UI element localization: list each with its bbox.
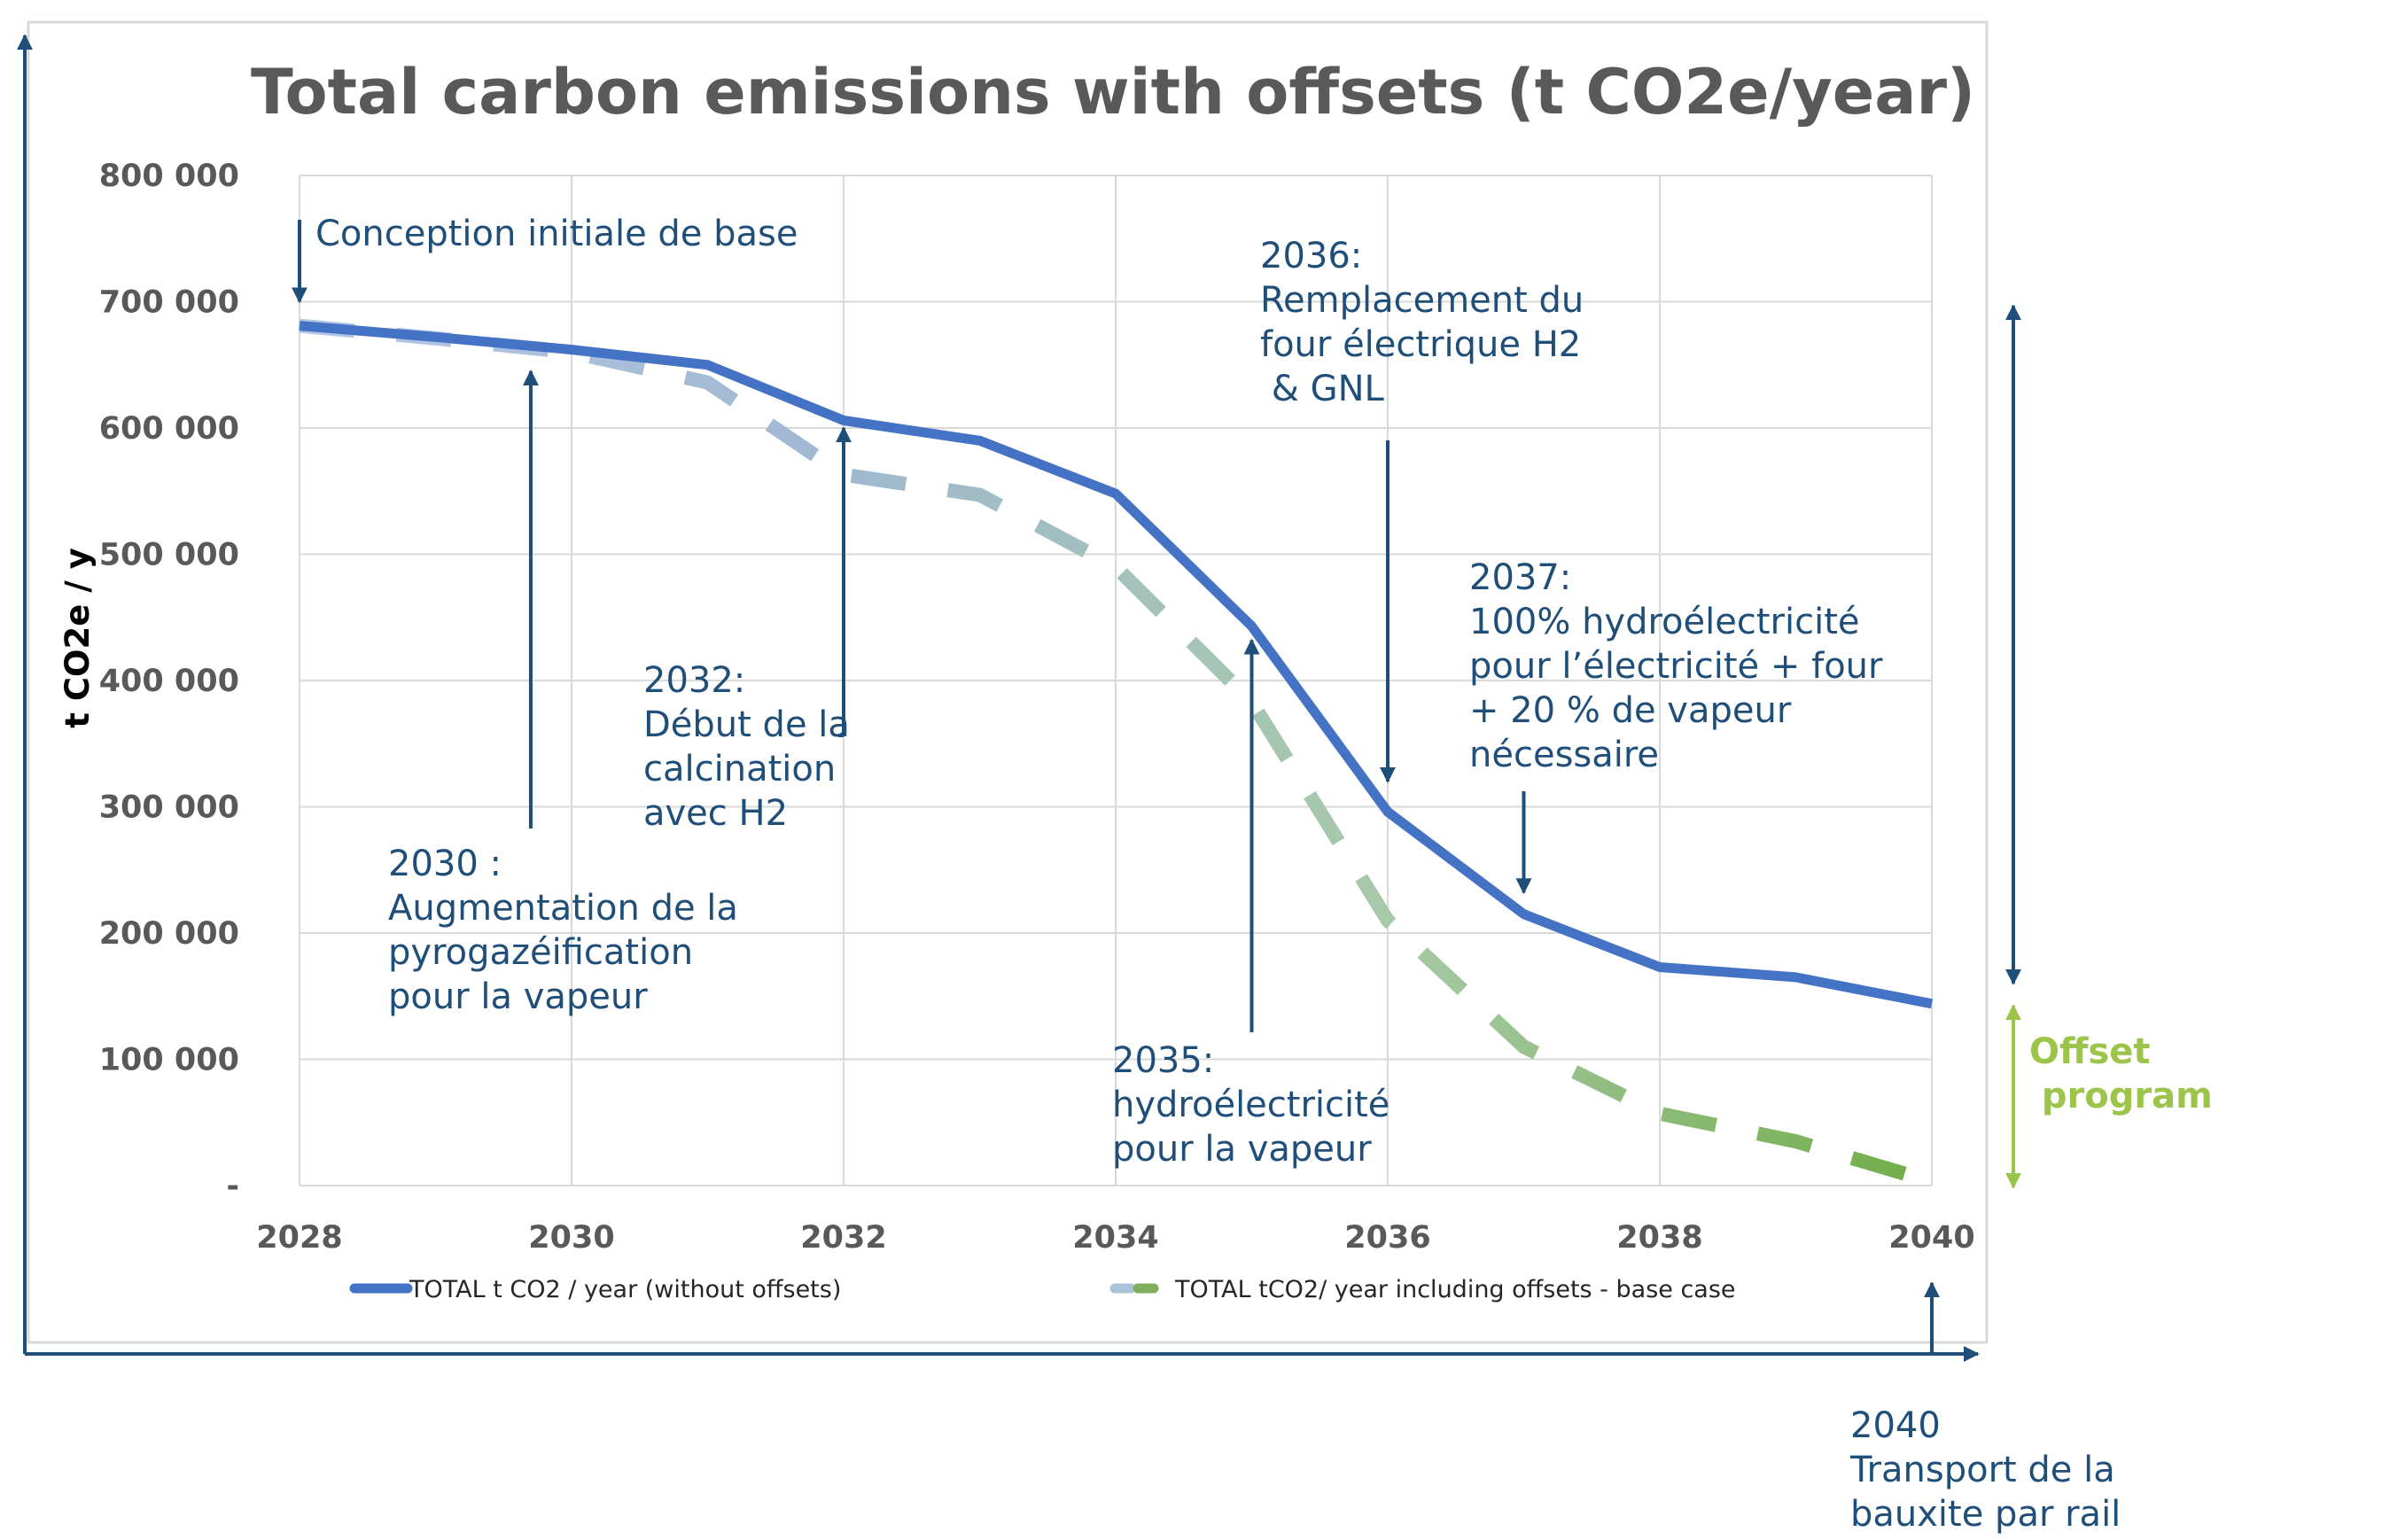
grid bbox=[299, 175, 1933, 1186]
y-tick-label: 200 000 bbox=[99, 916, 239, 952]
y-tick-label: - bbox=[226, 1169, 239, 1204]
annotation-line: 2037: bbox=[1469, 557, 1571, 598]
annotation-line: Début de la bbox=[643, 704, 850, 745]
annotation-line: pour la vapeur bbox=[1112, 1129, 1372, 1170]
series-total-line bbox=[299, 321, 1934, 1009]
annotation-text-2040: 2040 Transport de la bauxite par rail bbox=[1849, 1405, 2121, 1535]
annotation-line: pour la vapeur bbox=[388, 976, 648, 1017]
y-tick-label: 400 000 bbox=[99, 664, 239, 699]
x-tick-label: 2034 bbox=[1072, 1220, 1158, 1256]
annotation-line: pyrogazéification bbox=[388, 932, 693, 973]
annotation-text-base: Conception initiale de base bbox=[315, 214, 798, 254]
annotation-line: Conception initiale de base bbox=[315, 214, 798, 254]
annotation-line: hydroélectricité bbox=[1112, 1085, 1390, 1125]
offset-program: Offset program bbox=[2005, 304, 2213, 1189]
annotations: Conception initiale de base 2030 : Augment… bbox=[292, 214, 2121, 1535]
x-tick-label: 2040 bbox=[1888, 1220, 1974, 1256]
annotation-line: bauxite par rail bbox=[1850, 1494, 2121, 1535]
x-tick-label: 2038 bbox=[1616, 1220, 1702, 1256]
legend-label-solid: TOTAL t CO2 / year (without offsets) bbox=[409, 1276, 841, 1303]
x-tick-label: 2032 bbox=[800, 1220, 886, 1256]
annotation-text-2032: 2032: Début de la calcination avec H2 bbox=[643, 660, 850, 834]
x-tick-label: 2028 bbox=[256, 1220, 342, 1256]
annotation-line: pour l’électricité + four bbox=[1469, 646, 1883, 687]
y-tick-label: 800 000 bbox=[99, 159, 239, 194]
annotation-text-2036: 2036: Remplacement du four électrique H2 &… bbox=[1260, 236, 1584, 409]
annotation-text-2035: 2035: hydroélectricité pour la vapeur bbox=[1112, 1040, 1390, 1170]
annotation-text-2037: 2037: 100% hydroélectricité pour l’électri… bbox=[1469, 557, 1883, 775]
offset-program-line-1: Offset bbox=[2029, 1031, 2150, 1072]
annotation-line: + 20 % de vapeur bbox=[1469, 690, 1792, 731]
chart-title: Total carbon emissions with offsets (t C… bbox=[251, 56, 1975, 128]
annotation-line: 2040 bbox=[1850, 1405, 1941, 1446]
legend-label-dashed: TOTAL tCO2/ year including offsets - bas… bbox=[1174, 1276, 1736, 1303]
y-tick-label: 700 000 bbox=[99, 285, 239, 321]
y-tick-label: 500 000 bbox=[99, 538, 239, 573]
x-tick-label: 2036 bbox=[1344, 1220, 1430, 1256]
series-layer bbox=[299, 318, 1934, 1189]
annotation-line: Remplacement du bbox=[1260, 280, 1584, 321]
annotation-line: calcination bbox=[643, 749, 836, 789]
annotation-line: 2032: bbox=[643, 660, 745, 701]
annotation-line: avec H2 bbox=[643, 793, 788, 834]
y-tick-label: 100 000 bbox=[99, 1043, 239, 1078]
legend: TOTAL t CO2 / year (without offsets) TOT… bbox=[349, 1276, 1736, 1303]
annotation-line: 2035: bbox=[1112, 1040, 1214, 1081]
annotation-line: & GNL bbox=[1260, 369, 1385, 409]
annotation-line: Transport de la bbox=[1849, 1450, 2115, 1490]
annotation-line: nécessaire bbox=[1469, 735, 1659, 775]
y-tick-label: 300 000 bbox=[99, 790, 239, 826]
annotation-line: 2030 : bbox=[388, 844, 502, 884]
annotation-text-2030: 2030 : Augmentation de la pyrogazéificatio… bbox=[388, 844, 738, 1017]
y-axis-label: t CO2e / y bbox=[58, 548, 97, 727]
y-tick-labels: - 100 000 200 000 300 000 400 000 500 000 600 … bbox=[99, 159, 239, 1204]
y-tick-label: 600 000 bbox=[99, 411, 239, 447]
annotation-line: 100% hydroélectricité bbox=[1469, 602, 1860, 642]
x-tick-labels: 2028 2030 2032 2034 2036 2038 2040 bbox=[256, 1220, 1974, 1256]
annotation-line: four électrique H2 bbox=[1260, 324, 1581, 365]
annotation-line: 2036: bbox=[1260, 236, 1362, 276]
offset-program-line-2: program bbox=[2029, 1076, 2213, 1116]
x-tick-label: 2030 bbox=[528, 1220, 614, 1256]
annotation-line: Augmentation de la bbox=[388, 888, 738, 929]
offset-program-label: Offset program bbox=[2029, 1031, 2213, 1116]
